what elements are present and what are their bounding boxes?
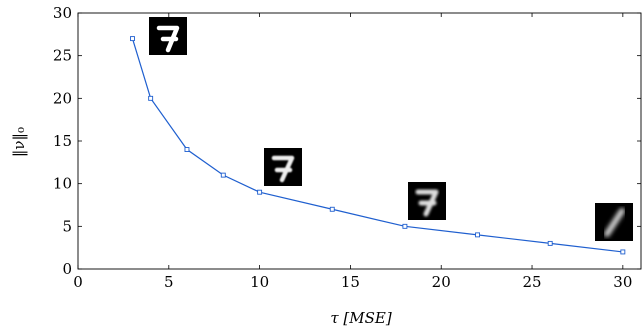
- y-tick-label-2: 10: [53, 175, 72, 193]
- axes: 0 5 10 15 20 25 30 0 5 10 15 20 25 30: [53, 4, 642, 291]
- data-point-0-4: [257, 189, 263, 195]
- axis-labels: τ [MSE] ‖ν‖₀: [10, 127, 392, 327]
- digit-thumbnail-3: [408, 182, 446, 220]
- series-layer: [130, 36, 626, 255]
- data-point-0-5: [329, 206, 335, 212]
- data-point-0-7: [475, 232, 480, 238]
- data-point-0-1: [148, 95, 154, 101]
- digit-thumbnails: [149, 17, 633, 241]
- x-tick-label-1: 5: [164, 273, 174, 291]
- series-line-0: [131, 38, 623, 253]
- data-point-0-9: [620, 249, 626, 255]
- x-tick-label-4: 20: [432, 273, 451, 291]
- x-tick-label-6: 30: [613, 273, 632, 291]
- data-point-0-6: [402, 223, 408, 229]
- digit-thumbnail-2: [264, 148, 302, 186]
- x-tick-label-2: 10: [250, 273, 269, 291]
- x-tick-label-3: 15: [341, 273, 360, 291]
- y-tick-label-4: 20: [53, 89, 72, 107]
- y-tick-label-1: 5: [62, 217, 72, 235]
- data-point-0-3: [220, 172, 226, 178]
- y-axis-label: ‖ν‖₀: [10, 127, 28, 157]
- x-axis-label: τ [MSE]: [330, 309, 392, 327]
- digit-thumbnail-1: [149, 17, 187, 55]
- data-point-0-8: [547, 240, 553, 246]
- y-tick-label-5: 25: [53, 47, 72, 65]
- digit-thumbnail-4: [595, 203, 633, 241]
- x-tick-label-5: 25: [522, 273, 541, 291]
- data-point-0-0: [130, 36, 135, 42]
- y-tick-label-6: 30: [53, 4, 72, 22]
- x-tick-label-0: 0: [73, 273, 83, 291]
- y-tick-label-0: 0: [62, 260, 72, 278]
- y-tick-label-3: 15: [53, 132, 72, 150]
- data-point-0-2: [184, 147, 190, 152]
